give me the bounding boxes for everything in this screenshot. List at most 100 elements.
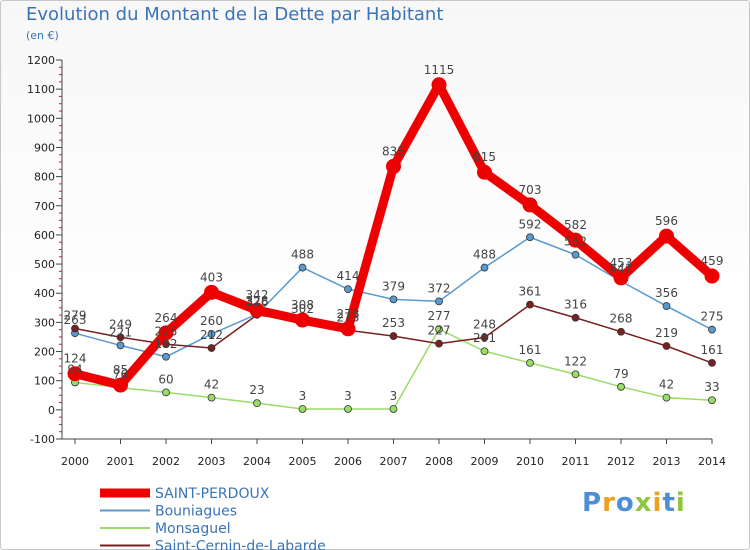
- data-label: 225: [155, 324, 178, 338]
- series-lines: [67, 77, 720, 413]
- x-tick-label: 2001: [107, 455, 135, 468]
- data-label: 201: [473, 331, 496, 345]
- y-tick-label: 700: [34, 200, 55, 213]
- x-tick-label: 2007: [380, 455, 408, 468]
- data-label: 249: [109, 317, 132, 331]
- y-tick-label: 1100: [27, 83, 55, 96]
- data-point: [708, 325, 716, 334]
- data-label: 42: [204, 378, 219, 392]
- data-label: 161: [701, 343, 724, 357]
- data-label: 79: [613, 367, 628, 381]
- data-label: 316: [564, 298, 587, 312]
- data-point: [435, 325, 443, 333]
- data-label: 273: [337, 310, 360, 324]
- x-tick-label: 2011: [562, 455, 590, 468]
- data-label: 124: [64, 352, 87, 366]
- data-label: 582: [564, 218, 587, 232]
- x-tick-label: 2010: [516, 455, 544, 468]
- x-tick-label: 2002: [152, 455, 180, 468]
- y-tick-label: 1000: [27, 112, 55, 125]
- chart-subtitle: (en €): [26, 29, 59, 42]
- data-label: 85: [113, 363, 128, 377]
- data-label: 182: [155, 337, 178, 351]
- data-label: 227: [428, 324, 451, 338]
- data-label: 42: [659, 378, 674, 392]
- data-point: [571, 313, 580, 322]
- legend-label: Monsaguel: [155, 521, 231, 537]
- data-label: 122: [564, 354, 587, 368]
- data-point: [389, 405, 398, 413]
- data-point: [662, 342, 671, 350]
- data-label: 248: [473, 318, 496, 332]
- data-label: 3: [299, 389, 307, 403]
- data-point: [617, 327, 625, 336]
- data-point: [568, 232, 583, 248]
- axes: -100 0 100 200 300 400 500 600 700 800 900 1000 1100…: [27, 54, 726, 468]
- data-point: [340, 321, 356, 337]
- data-point: [431, 77, 447, 93]
- data-label: 264: [155, 311, 178, 325]
- data-point: [71, 324, 79, 333]
- data-point: [526, 359, 534, 367]
- y-tick-label: 200: [34, 346, 55, 359]
- data-point: [526, 300, 534, 309]
- y-tick-label: 100: [34, 375, 55, 388]
- data-point: [708, 359, 716, 367]
- data-label: 275: [701, 310, 724, 324]
- data-label: 488: [291, 248, 314, 262]
- y-tick-label: -100: [30, 433, 55, 446]
- y-tick-label: 400: [34, 287, 55, 300]
- data-label: 3: [344, 389, 352, 403]
- data-label: 596: [655, 214, 678, 228]
- data-point: [295, 312, 310, 328]
- data-point: [435, 339, 443, 348]
- data-label: 260: [200, 314, 223, 328]
- data-label: 488: [473, 248, 496, 262]
- data-label: 212: [200, 328, 223, 342]
- data-label: 221: [109, 325, 132, 339]
- data-label: 361: [519, 285, 542, 299]
- legend-label: SAINT-PERDOUX: [155, 486, 270, 502]
- data-point: [477, 164, 492, 180]
- data-point: [526, 233, 534, 242]
- y-tick-label: 600: [34, 229, 55, 242]
- data-label: 23: [249, 383, 264, 397]
- data-labels: 1248526440334230827883511158157035824535…: [64, 63, 724, 403]
- data-point: [298, 263, 307, 272]
- data-point: [116, 333, 125, 342]
- x-tick-label: 2012: [607, 455, 635, 468]
- data-point: [344, 405, 352, 413]
- data-point: [162, 352, 170, 361]
- data-point: [204, 284, 219, 300]
- data-point: [480, 263, 489, 272]
- data-point: [704, 268, 720, 284]
- data-label: 278: [337, 307, 360, 321]
- data-label: 60: [158, 372, 173, 386]
- y-tick-label: 500: [34, 258, 55, 271]
- data-point: [113, 377, 128, 393]
- data-label: 219: [655, 326, 678, 340]
- data-point: [116, 341, 125, 350]
- data-label: 532: [564, 235, 587, 249]
- data-label: 308: [291, 298, 314, 312]
- legend-label: Saint-Cernin-de-Labarde: [155, 539, 326, 550]
- data-point: [158, 325, 174, 341]
- data-label: 356: [655, 286, 678, 300]
- data-label: 453: [610, 256, 633, 270]
- data-label: 379: [382, 279, 405, 293]
- chart-title: Evolution du Montant de la Dette par Hab…: [26, 4, 444, 25]
- data-label: 76: [113, 368, 128, 382]
- data-label: 414: [337, 269, 360, 283]
- data-label: 302: [291, 302, 314, 316]
- data-point: [662, 302, 671, 310]
- data-label: 459: [701, 254, 724, 268]
- data-label: 268: [610, 312, 633, 326]
- data-point: [389, 332, 398, 340]
- x-tick-label: 2006: [334, 455, 362, 468]
- y-tick-label: 1200: [27, 54, 55, 67]
- data-label: 703: [519, 183, 542, 197]
- y-tick-label: 800: [34, 171, 55, 184]
- data-point: [480, 347, 489, 356]
- x-tick-label: 2003: [198, 455, 226, 468]
